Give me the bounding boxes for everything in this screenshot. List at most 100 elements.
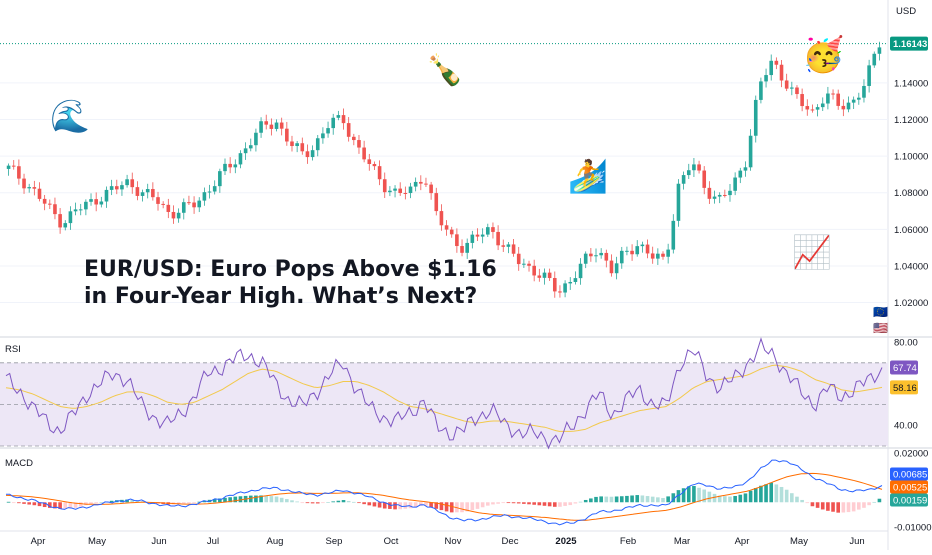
- macd-histogram-bar: [269, 496, 274, 503]
- last-price-label: 1.16143: [893, 39, 927, 50]
- candle-body: [686, 170, 691, 176]
- candle-body: [419, 181, 423, 184]
- macd-histogram-bar: [640, 495, 645, 503]
- candle-body: [140, 192, 145, 196]
- us-flag-icon: 🇺🇸: [873, 321, 888, 335]
- macd-histogram-bar: [723, 496, 727, 503]
- candle-body: [264, 121, 269, 125]
- candle-body: [506, 244, 511, 247]
- candle-body: [692, 164, 696, 171]
- candle-body: [563, 283, 567, 293]
- candle-body: [315, 138, 320, 151]
- candle-body: [259, 121, 263, 133]
- candle-body: [460, 246, 464, 253]
- candle-body: [11, 165, 16, 167]
- price-tick-label: 1.04000: [894, 261, 928, 272]
- macd-histogram-bar: [851, 502, 856, 512]
- candle-body: [434, 193, 439, 212]
- macd-histogram-bar: [47, 502, 52, 508]
- candle-body: [738, 170, 743, 178]
- candle-body: [707, 187, 712, 199]
- candle-body: [336, 115, 341, 118]
- candle-body: [480, 234, 485, 237]
- macd-histogram-bar: [717, 495, 722, 503]
- candle-body: [439, 211, 444, 226]
- candle-body: [181, 202, 186, 213]
- macd-histogram-bar: [537, 502, 542, 506]
- macd-histogram-bar: [202, 500, 207, 503]
- macd-histogram-bar: [676, 490, 681, 503]
- macd-histogram-bar: [877, 498, 882, 503]
- macd-tick-label: -0.01000: [894, 522, 932, 533]
- macd-histogram-bar: [563, 502, 567, 506]
- macd-histogram-bar: [815, 502, 820, 508]
- candle-body: [37, 188, 42, 199]
- macd-value-tag: [890, 493, 928, 507]
- macd-histogram-bar: [274, 496, 279, 503]
- candle-body: [743, 167, 748, 171]
- candle-body: [851, 99, 856, 103]
- candle-body: [604, 252, 609, 261]
- candle-body: [104, 189, 109, 202]
- candle-body: [290, 141, 294, 147]
- macd-histogram-bar: [352, 501, 356, 503]
- time-tick-label: Dec: [502, 536, 519, 547]
- macd-histogram-bar: [73, 502, 78, 508]
- macd-histogram-bar: [444, 502, 449, 512]
- candle-body: [17, 166, 21, 179]
- macd-histogram-bar: [748, 490, 753, 503]
- macd-histogram-bar: [130, 499, 135, 503]
- candle-body: [166, 204, 171, 212]
- candle-body: [790, 87, 794, 89]
- macd-histogram-bar: [279, 497, 284, 503]
- price-tick-label: 1.12000: [894, 115, 928, 126]
- macd-histogram-bar: [264, 495, 269, 503]
- candle-body: [68, 211, 73, 224]
- candle-body: [27, 187, 31, 189]
- candle-body: [589, 253, 593, 257]
- macd-histogram-bar: [728, 496, 732, 503]
- time-tick-label: May: [88, 536, 106, 547]
- candle-body: [285, 128, 289, 142]
- candle-body: [295, 143, 299, 147]
- currency-label: USD: [896, 6, 916, 17]
- macd-histogram-bar: [542, 502, 547, 506]
- macd-histogram-bar: [686, 486, 691, 503]
- candle-body: [826, 93, 830, 104]
- time-tick-label: Oct: [384, 536, 399, 547]
- macd-histogram-bar: [187, 502, 191, 504]
- macd-histogram-bar: [27, 502, 31, 505]
- candle-body: [516, 253, 521, 265]
- candle-body: [764, 75, 768, 82]
- macd-histogram-bar: [867, 502, 871, 506]
- macd-histogram-bar: [614, 496, 619, 503]
- candle-body: [702, 170, 707, 188]
- macd-histogram-bar: [135, 500, 140, 503]
- macd-histogram-bar: [522, 502, 526, 504]
- candle-body: [619, 250, 624, 264]
- rsi-value-label: 67.74: [893, 363, 917, 374]
- candle-body: [58, 214, 62, 228]
- macd-histogram-bar: [465, 502, 469, 512]
- headline-line-1: EUR/USD: Euro Pops Above $1.16: [84, 257, 497, 282]
- candle-body: [53, 204, 57, 215]
- macd-histogram-bar: [594, 496, 598, 503]
- candle-body: [455, 234, 459, 247]
- macd-histogram-bar: [485, 502, 490, 506]
- macd-histogram-bar: [480, 502, 485, 508]
- candle-body: [496, 231, 500, 246]
- macd-histogram-bar: [661, 498, 665, 503]
- candle-body: [470, 234, 475, 243]
- macd-histogram-bar: [841, 502, 846, 513]
- macd-histogram-bar: [89, 502, 93, 505]
- candle-body: [712, 196, 717, 199]
- price-tick-label: 1.06000: [894, 225, 928, 236]
- macd-histogram-bar: [6, 501, 11, 503]
- macd-histogram-bar: [11, 502, 16, 504]
- price-tick-label: 1.08000: [894, 188, 928, 199]
- macd-histogram-bar: [22, 502, 26, 504]
- candle-body: [243, 148, 248, 154]
- candle-body: [578, 263, 583, 279]
- candle-body: [552, 278, 557, 292]
- macd-histogram-bar: [872, 501, 877, 503]
